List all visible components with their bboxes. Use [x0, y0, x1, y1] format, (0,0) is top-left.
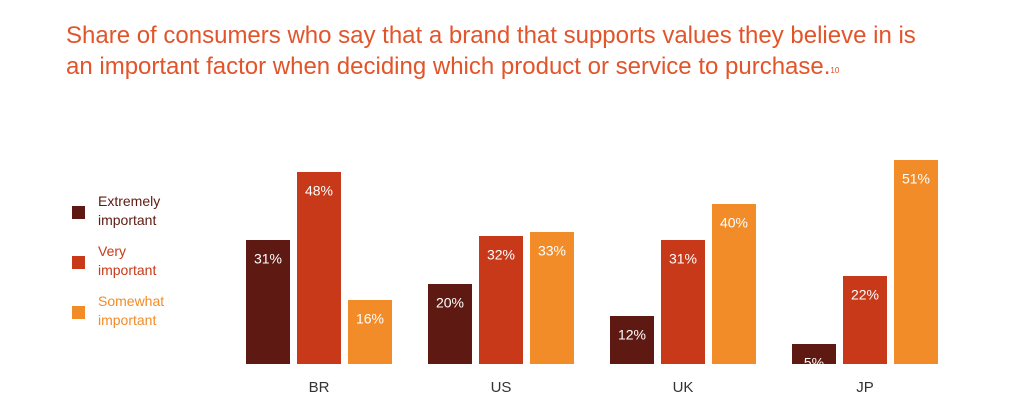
bar	[894, 160, 938, 364]
value-label: 16%	[356, 311, 384, 327]
bar	[610, 316, 654, 364]
bar	[297, 172, 341, 364]
value-label: 32%	[487, 247, 515, 263]
bar	[348, 300, 392, 364]
legend-swatch	[72, 306, 85, 319]
legend-swatch	[72, 206, 85, 219]
value-label: 12%	[618, 327, 646, 343]
value-label: 5%	[804, 355, 824, 371]
chart-title-block: Share of consumers who say that a brand …	[66, 20, 946, 82]
value-label: 20%	[436, 295, 464, 311]
title-footnote: 10	[830, 66, 840, 75]
legend-item: Somewhat important	[72, 292, 192, 342]
legend-swatch	[72, 256, 85, 269]
bar	[246, 240, 290, 364]
legend-label: Very important	[98, 243, 157, 278]
legend-label: Somewhat important	[98, 293, 165, 328]
value-label: 40%	[720, 215, 748, 231]
legend: Extremely important Very important Somewha…	[72, 192, 192, 342]
bar	[843, 276, 887, 364]
legend-item: Extremely important	[72, 192, 192, 242]
x-tick-label: BR	[309, 379, 330, 396]
value-label: 22%	[851, 287, 879, 303]
value-label: 51%	[902, 171, 930, 187]
x-tick-label: UK	[673, 379, 694, 396]
bar	[479, 236, 523, 364]
bar	[661, 240, 705, 364]
value-label: 33%	[538, 243, 566, 259]
x-tick-label: US	[491, 379, 512, 396]
bar	[712, 204, 756, 364]
x-tick-label: JP	[856, 379, 874, 396]
chart-title: Share of consumers who say that a brand …	[66, 22, 916, 80]
bar	[792, 344, 836, 364]
value-label: 31%	[669, 251, 697, 267]
value-label: 48%	[305, 183, 333, 199]
bar	[530, 232, 574, 364]
legend-item: Very important	[72, 242, 192, 292]
value-label: 31%	[254, 251, 282, 267]
bar	[428, 284, 472, 364]
legend-label: Extremely important	[98, 193, 161, 228]
